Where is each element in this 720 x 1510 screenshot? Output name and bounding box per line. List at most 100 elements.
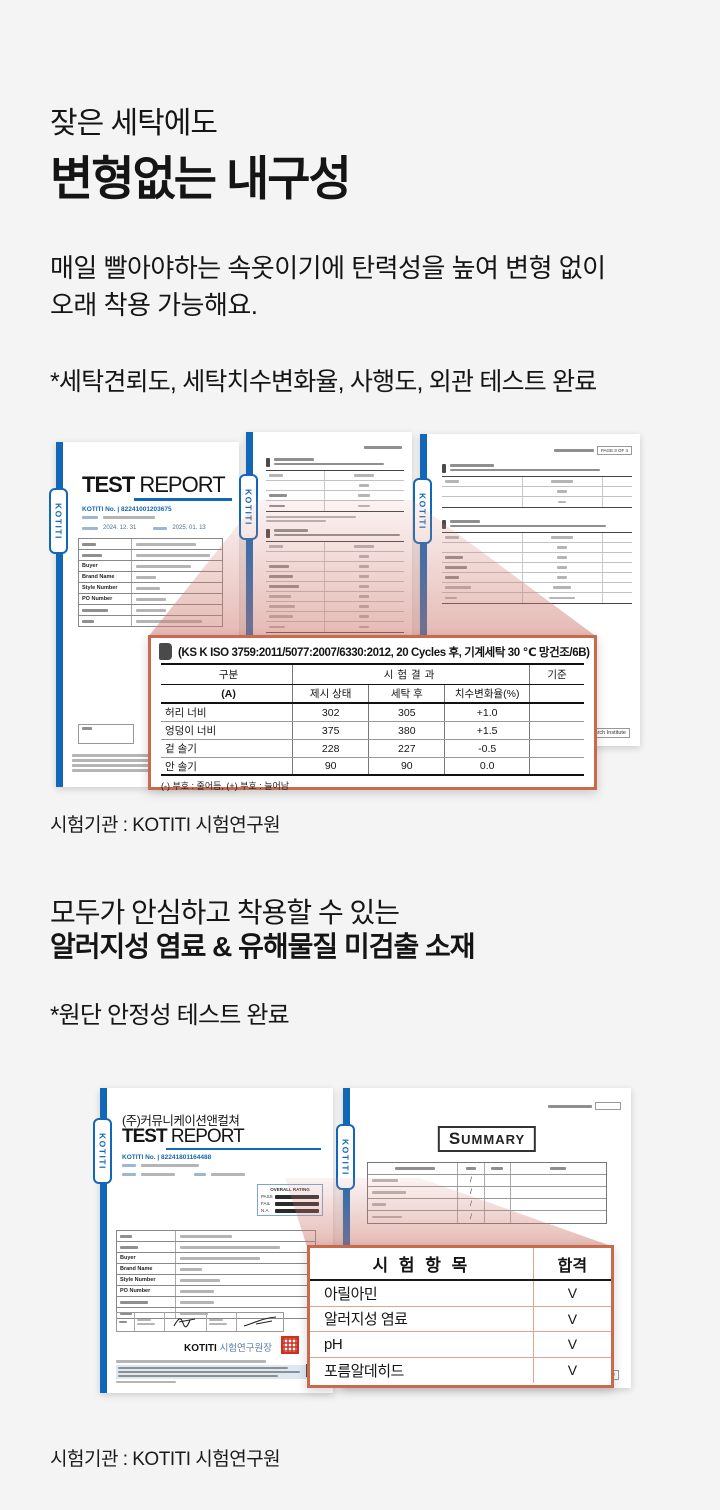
report-date-row: 2024. 12. 31 2025. 01. 13	[82, 525, 206, 531]
test-report-title-test: TEST	[122, 1126, 168, 1147]
standard-line: (KS K ISO 3759:2011/5077:2007/6330:2012,…	[151, 638, 594, 663]
sign-note: (-) 부호 : 줄어듬, (+) 부호 : 늘어남	[161, 781, 290, 791]
test-agency-caption-2: 시험기관 : KOTITI 시험연구원	[50, 1449, 281, 1470]
check-mark: /	[458, 1199, 485, 1210]
row-after: 227	[368, 740, 444, 757]
summary-row: /	[368, 1211, 606, 1223]
sample-info-table: Buyer Brand Name Style Number PO Number	[116, 1230, 316, 1319]
overall-fail: FAIL	[261, 1201, 271, 1206]
safety-table-header: 시 험 항 목 합격	[310, 1248, 611, 1281]
row-change: +1.0	[444, 704, 529, 721]
row-before: 375	[292, 722, 368, 739]
report-number: KOTITI No. | 82241801164488	[122, 1154, 212, 1161]
date-issued: 2025. 01. 13	[172, 525, 206, 531]
kotiti-band	[100, 1088, 107, 1393]
table-row: 안 솔기 90 90 0.0	[161, 758, 584, 776]
section2-title: 알러지성 염료 & 유해물질 미검출 소재	[50, 931, 476, 962]
overall-pass: PASS	[261, 1194, 273, 1199]
footer-fineprint	[116, 1360, 316, 1383]
section1-body-line2: 오래 착용 가능해요.	[50, 289, 258, 320]
signature-strip	[116, 1312, 284, 1332]
subcol-change: 치수변화율(%)	[444, 685, 529, 702]
mini-section-header	[266, 458, 404, 467]
report-number: KOTITI No. | 82241001203675	[82, 506, 172, 513]
section1-body-line1: 매일 빨아야하는 속옷이기에 탄력성을 높여 변형 없이	[50, 253, 606, 283]
mini-table	[266, 470, 404, 512]
info-label-po: PO Number	[117, 1286, 177, 1296]
test-report-title: TEST REPORT	[122, 1126, 245, 1148]
col-pass: 합격	[532, 1248, 611, 1279]
row-before: 228	[292, 740, 368, 757]
info-label-buyer: Buyer	[79, 561, 132, 571]
section1-test-note: *세탁견뢰도, 세탁치수변화율, 사행도, 외관 테스트 완료	[50, 368, 597, 396]
row-before: 302	[292, 704, 368, 721]
mini-section-header	[442, 520, 632, 529]
test-report-title-report: REPORT	[170, 1126, 245, 1147]
summary-row: /	[368, 1175, 606, 1187]
section1-eyebrow: 잦은 세탁에도	[50, 107, 218, 140]
row-pass-mark: V	[532, 1306, 611, 1331]
dimension-change-table: 구분 시험결과 기준 (A) 제시 상태 세탁 후 치수변화율(%) 허리 너비…	[161, 663, 584, 776]
test-report-title: TEST REPORT	[82, 472, 226, 498]
info-label-brand: Brand Name	[79, 572, 132, 582]
approval-box	[78, 724, 134, 744]
summary-row: /	[368, 1199, 606, 1211]
overall-na: N.A	[261, 1208, 269, 1213]
col-group: 구분	[218, 669, 239, 681]
report2-page1: KOTITI (주)커뮤니케이션앤컬쳐 TEST REPORT KOTITI N…	[93, 1088, 333, 1393]
row-item: 포름알데히드	[324, 1362, 404, 1380]
signature-icon	[243, 1316, 277, 1327]
check-mark: /	[458, 1187, 485, 1198]
row-change: 0.0	[444, 758, 529, 774]
summary-header-row	[368, 1163, 606, 1175]
info-label-buyer: Buyer	[117, 1253, 177, 1263]
kotiti-side-tab: KOTITI	[49, 488, 68, 554]
row-name: 겉 솔기	[165, 743, 197, 755]
subcol-after: 세탁 후	[368, 685, 444, 702]
footer-fineprint	[72, 754, 222, 772]
row-change: -0.5	[444, 740, 529, 757]
mini-section-header	[442, 464, 632, 473]
summary-table: / / / /	[367, 1162, 607, 1224]
col-test-item: 시 험 항 목	[372, 1256, 471, 1275]
table-row: 허리 너비 302 305 +1.0	[161, 704, 584, 722]
row-pass-mark: V	[532, 1332, 611, 1357]
test-report-title-report: REPORT	[139, 472, 225, 497]
mini-table	[266, 541, 404, 633]
subcol-group: (A)	[221, 687, 236, 700]
page-number-label: PAGE 3 OF 4	[596, 446, 632, 455]
summary-title: SUMMARY	[437, 1126, 537, 1152]
title-underline	[134, 498, 232, 501]
signature-icon	[173, 1318, 195, 1328]
row-item: 알러지성 염료	[324, 1311, 408, 1329]
table-row: 겉 솔기 228 227 -0.5	[161, 740, 584, 758]
overall-rating-box: OVERALL RATING PASS FAIL N.A	[257, 1184, 323, 1216]
check-mark: /	[458, 1175, 485, 1186]
title-underline	[166, 1148, 321, 1150]
section2-test-note: *원단 안정성 테스트 완료	[50, 1002, 290, 1029]
standard-text: (KS K ISO 3759:2011/5077:2007/6330:2012,…	[178, 646, 590, 659]
row-item: pH	[324, 1335, 343, 1353]
kotiti-side-tab: KOTITI	[413, 478, 432, 544]
zoom-callout-safety: 시 험 항 목 합격 아릴아민 V 알러지성 염료 V pH V 포름알데히드 …	[307, 1245, 614, 1388]
mini-table	[442, 476, 632, 508]
row-after: 90	[368, 758, 444, 774]
table-row: 엉덩이 너비 375 380 +1.5	[161, 722, 584, 740]
info-label-po: PO Number	[79, 594, 132, 604]
info-label-brand: Brand Name	[117, 1264, 177, 1274]
info-label-style: Style Number	[79, 583, 132, 593]
director-signature-line: KOTITI 시험연구원장	[184, 1340, 272, 1354]
kotiti-side-tab: KOTITI	[239, 474, 258, 540]
kotiti-band	[56, 442, 63, 787]
test-report-title-test: TEST	[82, 472, 135, 497]
col-result: 시험결과	[292, 665, 529, 684]
mini-table	[442, 532, 632, 604]
row-pass-mark: V	[532, 1281, 611, 1306]
row-item: 아릴아민	[324, 1285, 378, 1303]
row-after: 305	[368, 704, 444, 721]
row-pass-mark: V	[532, 1357, 611, 1383]
report-meta-row	[122, 1164, 199, 1167]
company-name: (주)커뮤니케이션앤컬쳐	[122, 1114, 240, 1128]
row-name: 엉덩이 너비	[165, 725, 217, 737]
row-before: 90	[292, 758, 368, 774]
